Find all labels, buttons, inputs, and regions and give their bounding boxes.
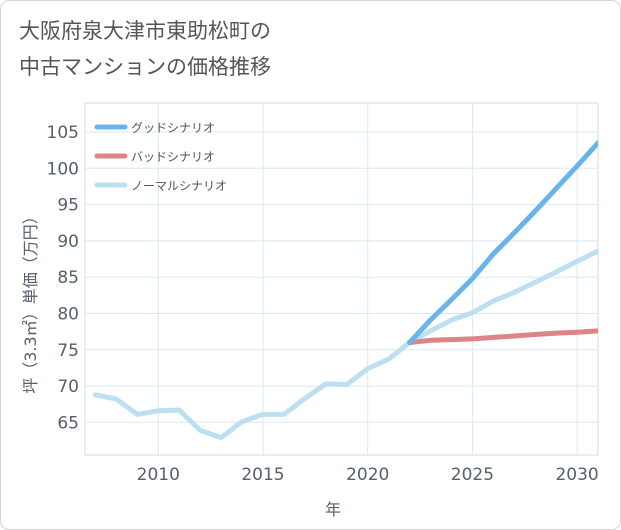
y-axis-title: 坪（3.3㎡）単価（万円） xyxy=(21,208,40,393)
y-tick-label: 80 xyxy=(57,305,79,325)
chart-title: 大阪府泉大津市東助松町の 中古マンションの価格推移 xyxy=(19,13,271,85)
series-line-bad xyxy=(407,328,598,345)
y-axis-ticks: 65 70 75 80 85 90 95 100 105 xyxy=(47,123,79,433)
y-tick-label: 85 xyxy=(57,268,79,288)
legend-label-normal: ノーマルシナリオ xyxy=(131,179,227,193)
chart-title-line-1: 大阪府泉大津市東助松町の xyxy=(19,19,271,43)
x-tick-label: 2015 xyxy=(241,465,284,485)
legend-item-bad: バッドシナリオ xyxy=(94,150,215,164)
y-tick-label: 100 xyxy=(47,159,79,179)
chart-title-line-2: 中古マンションの価格推移 xyxy=(19,55,271,79)
y-tick-label: 95 xyxy=(57,196,79,216)
x-axis-ticks: 2010 2015 2020 2025 2030 xyxy=(137,465,599,485)
legend-label-bad: バッドシナリオ xyxy=(131,150,215,164)
x-tick-label: 2025 xyxy=(451,465,494,485)
y-tick-label: 75 xyxy=(57,341,79,361)
x-tick-label: 2020 xyxy=(346,465,389,485)
series-lines xyxy=(93,140,598,441)
x-tick-label: 2010 xyxy=(137,465,180,485)
legend: グッドシナリオ バッドシナリオ ノーマルシナリオ xyxy=(94,121,227,193)
y-tick-label: 105 xyxy=(47,123,79,143)
y-tick-label: 90 xyxy=(57,232,79,252)
legend-item-good: グッドシナリオ xyxy=(94,121,215,135)
series-line-good xyxy=(407,140,598,345)
plot-area xyxy=(84,102,599,456)
y-tick-label: 65 xyxy=(57,413,79,433)
legend-label-good: グッドシナリオ xyxy=(131,121,215,135)
series-line-normal xyxy=(93,248,598,441)
x-tick-label: 2030 xyxy=(555,465,598,485)
legend-item-normal: ノーマルシナリオ xyxy=(94,179,227,193)
x-axis-title: 年 xyxy=(325,500,341,519)
y-tick-label: 70 xyxy=(57,377,79,397)
